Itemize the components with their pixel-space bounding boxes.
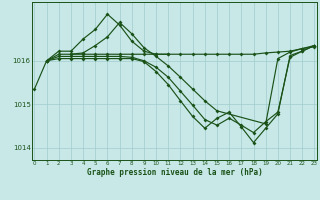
X-axis label: Graphe pression niveau de la mer (hPa): Graphe pression niveau de la mer (hPa) [86,168,262,177]
